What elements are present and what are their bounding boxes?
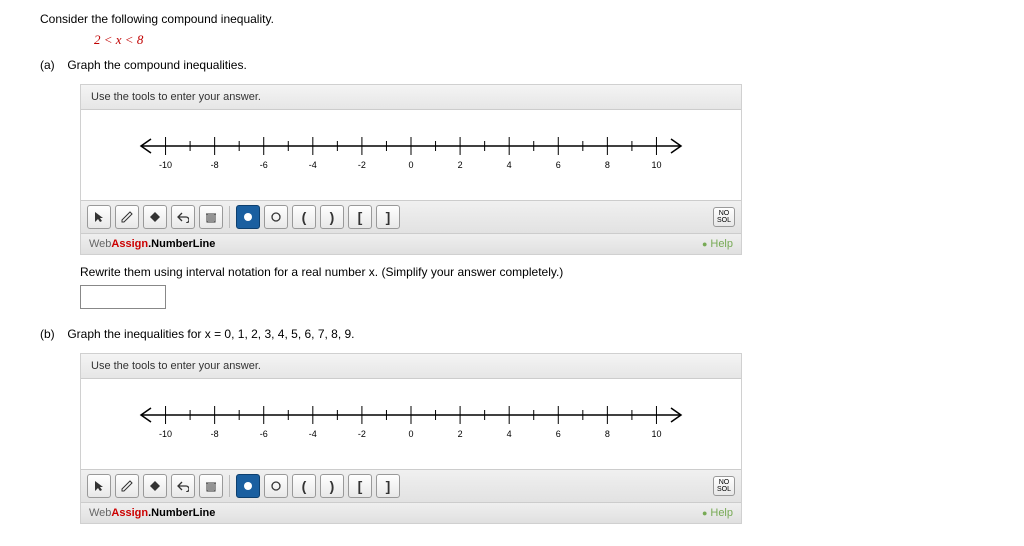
svg-text:8: 8 [605,429,610,439]
toolbar: () [] NOSOL [81,469,741,502]
svg-text:-2: -2 [358,160,366,170]
undo-icon [177,211,189,223]
help-link[interactable]: Help [702,507,733,519]
numberline-widget-b: Use the tools to enter your answer. -10-… [80,353,742,524]
compound-inequality: 2 < x < 8 [94,32,984,48]
closed-right-icon: ] [386,209,391,225]
brand-label: WebAssign.NumberLine [89,507,215,519]
svg-text:2: 2 [458,429,463,439]
svg-text:-2: -2 [358,429,366,439]
svg-text:10: 10 [651,160,661,170]
closed-right-icon: ] [386,478,391,494]
fill-tool[interactable] [143,205,167,229]
open-left-tool[interactable]: ( [292,474,316,498]
fill-icon [149,211,161,223]
pointer-icon [93,211,105,223]
closed-left-icon: [ [358,478,363,494]
svg-text:6: 6 [556,429,561,439]
part-a: (a) Graph the compound inequalities. [40,58,984,72]
closed-point-icon [242,480,254,492]
widget-header: Use the tools to enter your answer. [81,354,741,379]
trash-tool[interactable] [199,205,223,229]
closed-point-tool[interactable] [236,474,260,498]
undo-tool[interactable] [171,205,195,229]
svg-text:-4: -4 [309,160,317,170]
widget-footer: WebAssign.NumberLine Help [81,502,741,523]
open-point-tool[interactable] [264,205,288,229]
open-left-tool[interactable]: ( [292,205,316,229]
svg-text:-8: -8 [211,160,219,170]
pointer-tool[interactable] [87,474,111,498]
open-right-icon: ) [330,209,335,225]
widget-header: Use the tools to enter your answer. [81,85,741,110]
open-left-icon: ( [302,478,307,494]
closed-left-tool[interactable]: [ [348,205,372,229]
svg-text:10: 10 [651,429,661,439]
toolbar: () [] NOSOL [81,200,741,233]
part-b-label: (b) [40,327,64,341]
closed-left-icon: [ [358,209,363,225]
no-solution-button[interactable]: NOSOL [713,476,735,496]
open-point-icon [270,211,282,223]
trash-tool[interactable] [199,474,223,498]
closed-point-icon [242,211,254,223]
open-right-tool[interactable]: ) [320,205,344,229]
fill-icon [149,480,161,492]
svg-text:6: 6 [556,160,561,170]
open-left-icon: ( [302,209,307,225]
open-point-tool[interactable] [264,474,288,498]
undo-icon [177,480,189,492]
pencil-tool[interactable] [115,205,139,229]
pencil-icon [121,480,133,492]
brand-label: WebAssign.NumberLine [89,238,215,250]
pencil-tool[interactable] [115,474,139,498]
help-link[interactable]: Help [702,238,733,250]
open-right-tool[interactable]: ) [320,474,344,498]
svg-text:-6: -6 [260,429,268,439]
svg-text:-4: -4 [309,429,317,439]
svg-text:-8: -8 [211,429,219,439]
rewrite-instruction: Rewrite them using interval notation for… [80,265,984,279]
numberline-widget-a: Use the tools to enter your answer. -10-… [80,84,742,255]
closed-point-tool[interactable] [236,205,260,229]
svg-text:4: 4 [507,160,512,170]
pointer-tool[interactable] [87,205,111,229]
question-prompt: Consider the following compound inequali… [40,12,984,26]
pointer-icon [93,480,105,492]
toolbar-divider [229,475,230,497]
svg-text:0: 0 [408,429,413,439]
trash-icon [205,480,217,492]
toolbar-divider [229,206,230,228]
open-point-icon [270,480,282,492]
part-a-label: (a) [40,58,64,72]
part-a-text: Graph the compound inequalities. [67,58,246,72]
svg-text:-10: -10 [159,429,172,439]
svg-text:0: 0 [408,160,413,170]
interval-answer-input[interactable] [80,285,166,309]
closed-right-tool[interactable]: ] [376,474,400,498]
svg-text:4: 4 [507,429,512,439]
trash-icon [205,211,217,223]
svg-text:2: 2 [458,160,463,170]
svg-text:8: 8 [605,160,610,170]
fill-tool[interactable] [143,474,167,498]
closed-right-tool[interactable]: ] [376,205,400,229]
undo-tool[interactable] [171,474,195,498]
svg-text:-10: -10 [159,160,172,170]
numberline-canvas[interactable]: -10 -8 -6 -4 -2 0 2 4 6 8 10 [81,393,741,469]
part-b-text: Graph the inequalities for x = 0, 1, 2, … [67,327,354,341]
no-solution-button[interactable]: NOSOL [713,207,735,227]
numberline-canvas[interactable]: -10 -8 -6 -4 -2 0 2 4 6 8 10 [81,124,741,200]
pencil-icon [121,211,133,223]
svg-text:-6: -6 [260,160,268,170]
closed-left-tool[interactable]: [ [348,474,372,498]
widget-footer: WebAssign.NumberLine Help [81,233,741,254]
open-right-icon: ) [330,478,335,494]
part-b: (b) Graph the inequalities for x = 0, 1,… [40,327,984,341]
